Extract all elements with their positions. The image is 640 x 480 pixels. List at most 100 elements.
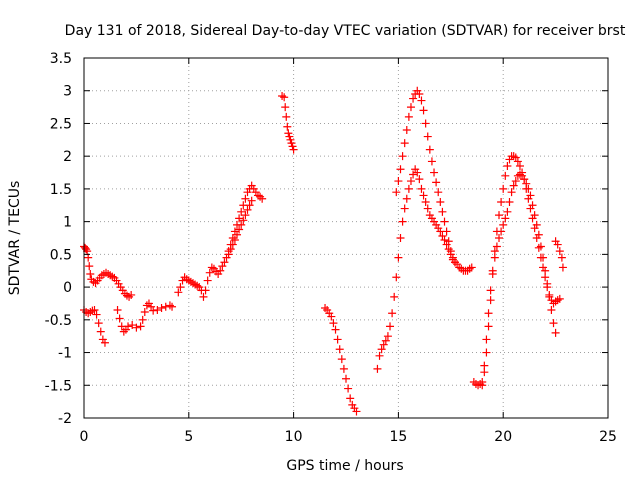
data-point (119, 327, 128, 336)
data-point (528, 201, 537, 210)
x-tick-label: 5 (184, 429, 193, 445)
data-point (396, 234, 405, 242)
data-point (235, 214, 244, 223)
data-point (239, 216, 248, 225)
data-point (444, 245, 453, 254)
data-point (555, 247, 564, 256)
y-tick-label: 2 (63, 149, 72, 165)
data-point (377, 345, 386, 354)
data-point (450, 258, 459, 267)
data-point (434, 188, 443, 197)
data-point (505, 198, 514, 206)
data-point (545, 292, 554, 301)
data-point (85, 262, 94, 271)
x-tick-label: 25 (599, 429, 617, 445)
data-point (205, 268, 214, 277)
data-point (482, 335, 491, 344)
data-point (515, 170, 524, 179)
data-point (153, 306, 162, 314)
data-point (400, 204, 409, 213)
data-point (448, 253, 457, 262)
data-point (335, 345, 344, 354)
data-point (423, 132, 432, 141)
data-point (478, 381, 487, 390)
x-tick-label: 10 (285, 429, 303, 445)
data-point (115, 314, 124, 323)
data-point (289, 145, 298, 154)
data-point (402, 126, 411, 134)
data-point (140, 307, 149, 316)
data-point (176, 283, 185, 292)
data-point (281, 103, 290, 112)
data-point (237, 207, 246, 216)
y-tick-label: 2.5 (50, 116, 72, 132)
chart-title: Day 131 of 2018, Sidereal Day-to-day VTE… (65, 23, 626, 39)
y-tick-label: 0.5 (50, 247, 72, 263)
data-point (501, 171, 510, 180)
data-point (337, 355, 346, 364)
data-point (386, 322, 395, 331)
y-tick-label: 0 (63, 280, 72, 296)
data-point (467, 263, 476, 272)
data-point (86, 270, 95, 278)
data-points (80, 86, 567, 416)
data-point (503, 207, 512, 216)
data-point (241, 194, 250, 203)
data-point (84, 253, 93, 262)
data-point (331, 325, 340, 334)
data-point (207, 263, 216, 272)
data-point (549, 319, 558, 328)
grid-lines (84, 58, 608, 418)
data-point (421, 198, 430, 206)
data-point (486, 286, 495, 295)
data-point (94, 319, 103, 328)
data-point (321, 304, 330, 313)
y-axis-label: SDTVAR / TECUs (7, 181, 23, 296)
x-tick-label: 0 (80, 429, 89, 445)
data-point (346, 394, 355, 403)
data-point (432, 178, 441, 187)
data-point (226, 245, 235, 254)
data-point (522, 179, 531, 188)
data-point (287, 139, 296, 148)
data-point (419, 106, 428, 115)
data-point (165, 301, 174, 310)
data-point (344, 384, 353, 393)
data-point (342, 374, 350, 383)
y-tick-label: -2 (58, 411, 72, 427)
data-point (541, 266, 550, 275)
data-point (417, 184, 426, 193)
data-point (284, 129, 293, 138)
data-point (220, 258, 229, 267)
data-point (394, 253, 403, 262)
y-tick-label: 1.5 (50, 182, 72, 198)
data-point (168, 302, 177, 311)
data-point (501, 214, 510, 223)
data-point (497, 227, 506, 236)
data-point (288, 142, 297, 151)
data-point (381, 336, 390, 345)
data-point (511, 153, 520, 162)
y-tick-label: -0.5 (45, 313, 72, 329)
data-point (419, 191, 428, 200)
data-point (490, 253, 499, 262)
data-point (503, 162, 512, 170)
data-point (390, 292, 399, 301)
data-point (421, 119, 430, 128)
data-point (282, 112, 291, 121)
data-point (235, 225, 244, 234)
y-tick-label: 1 (63, 215, 72, 231)
data-point (555, 294, 564, 303)
data-point (392, 188, 401, 197)
x-tick-label: 15 (389, 429, 407, 445)
data-point (534, 243, 543, 252)
data-point (174, 288, 183, 297)
data-point (499, 184, 508, 193)
data-point (388, 309, 397, 318)
data-point (539, 253, 548, 262)
data-point (142, 301, 151, 310)
plot-frame (83, 57, 609, 419)
data-point (396, 165, 405, 174)
data-point (157, 304, 166, 313)
data-point (507, 188, 516, 197)
